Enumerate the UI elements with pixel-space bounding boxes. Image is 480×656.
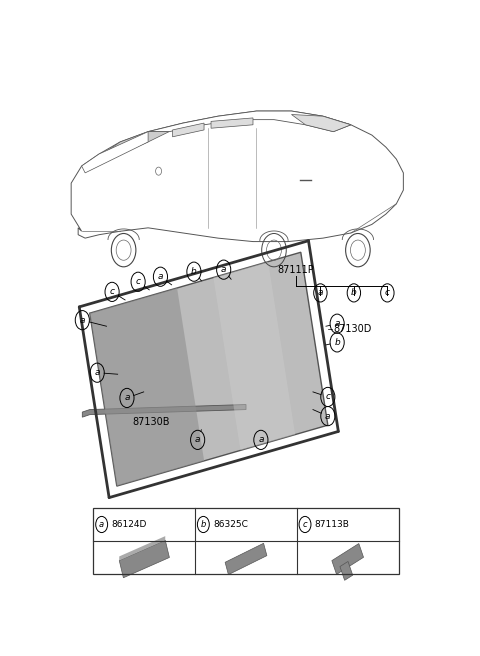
Text: a: a xyxy=(80,316,85,325)
Text: a: a xyxy=(124,394,130,402)
Polygon shape xyxy=(214,262,295,451)
Polygon shape xyxy=(119,540,169,578)
Text: c: c xyxy=(385,289,390,297)
Text: b: b xyxy=(191,267,197,276)
Polygon shape xyxy=(148,111,351,132)
Text: a: a xyxy=(325,412,331,420)
Polygon shape xyxy=(332,544,363,575)
Text: 87113B: 87113B xyxy=(315,520,349,529)
Polygon shape xyxy=(340,562,353,581)
Text: 87111P: 87111P xyxy=(278,265,314,275)
Text: b: b xyxy=(201,520,206,529)
Text: 87130B: 87130B xyxy=(132,417,170,427)
Text: b: b xyxy=(334,338,340,347)
Text: a: a xyxy=(158,272,163,281)
Polygon shape xyxy=(119,536,165,560)
Text: 86124D: 86124D xyxy=(111,520,147,529)
Text: a: a xyxy=(221,265,227,274)
Polygon shape xyxy=(71,111,403,241)
Text: c: c xyxy=(136,277,141,286)
Polygon shape xyxy=(103,132,169,154)
Text: a: a xyxy=(335,319,340,328)
Text: a: a xyxy=(99,520,104,529)
Text: 87130D: 87130D xyxy=(334,324,372,334)
Text: b: b xyxy=(351,289,357,297)
Polygon shape xyxy=(291,115,351,132)
Text: c: c xyxy=(303,520,307,529)
Polygon shape xyxy=(90,253,328,486)
Polygon shape xyxy=(173,123,204,137)
Polygon shape xyxy=(90,288,204,486)
Text: 86325C: 86325C xyxy=(213,520,248,529)
Text: c: c xyxy=(109,287,115,297)
Polygon shape xyxy=(82,132,148,173)
Text: a: a xyxy=(195,436,200,444)
Text: c: c xyxy=(325,392,330,401)
Text: a: a xyxy=(258,436,264,444)
Text: a: a xyxy=(318,289,323,297)
Polygon shape xyxy=(211,118,253,128)
Polygon shape xyxy=(83,405,246,417)
Polygon shape xyxy=(225,543,267,575)
Text: a: a xyxy=(95,368,100,377)
